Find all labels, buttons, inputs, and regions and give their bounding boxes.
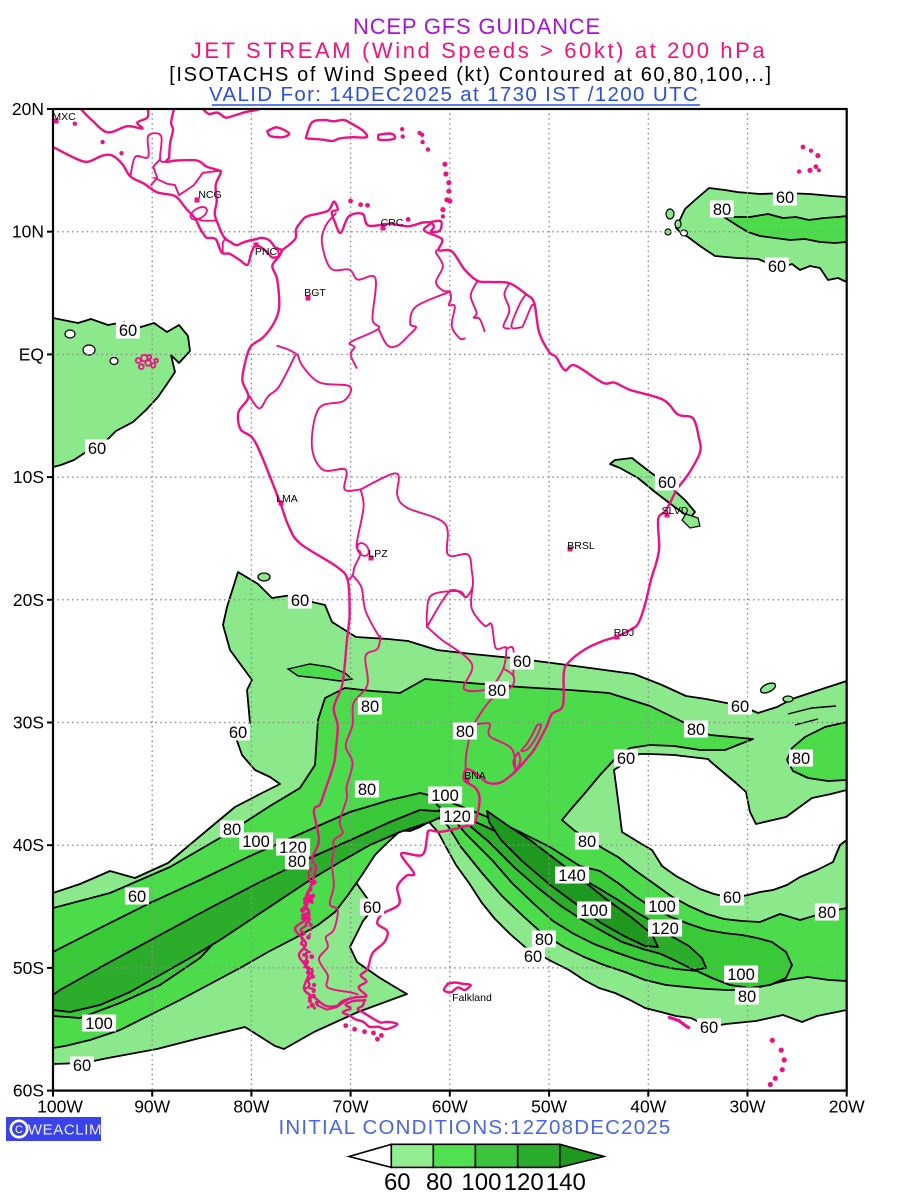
svg-text:80: 80	[535, 931, 553, 949]
svg-text:20W: 20W	[829, 1097, 865, 1117]
svg-text:NCG: NCG	[198, 189, 221, 201]
svg-text:100W: 100W	[37, 1097, 83, 1117]
svg-text:80: 80	[223, 821, 241, 839]
svg-text:100: 100	[727, 966, 755, 984]
svg-text:WEACLIM: WEACLIM	[28, 1122, 102, 1139]
svg-text:80: 80	[361, 698, 379, 716]
svg-text:100: 100	[648, 898, 676, 916]
svg-text:40S: 40S	[13, 835, 44, 855]
svg-text:60: 60	[513, 653, 531, 671]
svg-text:100: 100	[461, 1169, 501, 1196]
svg-text:60: 60	[119, 322, 137, 340]
svg-text:60: 60	[776, 189, 794, 207]
svg-text:100: 100	[85, 1015, 113, 1033]
svg-text:100: 100	[580, 902, 608, 920]
svg-text:80: 80	[488, 682, 506, 700]
svg-text:BGT: BGT	[304, 287, 326, 299]
svg-text:60: 60	[768, 258, 786, 276]
svg-text:LPZ: LPZ	[368, 548, 388, 560]
svg-text:80W: 80W	[233, 1097, 269, 1117]
svg-text:50S: 50S	[13, 958, 44, 978]
svg-text:80: 80	[738, 988, 756, 1006]
svg-text:60W: 60W	[432, 1097, 468, 1117]
svg-text:60: 60	[617, 750, 635, 768]
svg-text:60: 60	[524, 948, 542, 966]
svg-text:Falkland: Falkland	[452, 992, 492, 1004]
svg-text:EQ: EQ	[19, 344, 44, 364]
svg-text:10N: 10N	[12, 222, 44, 242]
svg-text:80: 80	[818, 904, 836, 922]
svg-text:60: 60	[128, 888, 146, 906]
svg-text:120: 120	[443, 808, 471, 826]
svg-text:MXC: MXC	[52, 111, 76, 123]
svg-text:RDJ: RDJ	[614, 627, 634, 639]
svg-text:60: 60	[73, 1057, 91, 1075]
svg-text:60: 60	[700, 1019, 718, 1037]
svg-text:80: 80	[687, 721, 705, 739]
svg-text:BRSL: BRSL	[567, 540, 595, 552]
svg-text:BNA: BNA	[464, 770, 486, 782]
svg-text:VALID For: 14DEC2025 at 1730 I: VALID For: 14DEC2025 at 1730 IST /1200 U…	[209, 83, 699, 106]
svg-text:60: 60	[291, 592, 309, 610]
svg-text:140: 140	[558, 867, 586, 885]
svg-text:60: 60	[731, 698, 749, 716]
svg-text:JET STREAM (Wind Speeds > 60kt: JET STREAM (Wind Speeds > 60kt) at 200 h…	[191, 38, 768, 63]
svg-text:80: 80	[288, 853, 306, 871]
svg-text:LMA: LMA	[276, 493, 298, 505]
svg-text:30S: 30S	[13, 713, 44, 733]
svg-text:80: 80	[578, 833, 596, 851]
svg-text:CRC: CRC	[381, 217, 404, 229]
svg-text:80: 80	[358, 781, 376, 799]
svg-text:60: 60	[723, 889, 741, 907]
svg-text:60: 60	[363, 899, 381, 917]
svg-text:80: 80	[792, 750, 810, 768]
svg-text:140: 140	[546, 1169, 586, 1196]
svg-text:80: 80	[456, 723, 474, 741]
svg-text:[ISOTACHS of Wind Speed (kt) C: [ISOTACHS of Wind Speed (kt) Contoured a…	[169, 64, 772, 86]
svg-text:120: 120	[651, 920, 679, 938]
svg-text:NCEP GFS GUIDANCE: NCEP GFS GUIDANCE	[353, 14, 601, 39]
svg-text:60S: 60S	[13, 1081, 44, 1101]
svg-text:80: 80	[713, 201, 731, 219]
svg-text:C: C	[15, 1124, 23, 1136]
svg-text:50W: 50W	[531, 1097, 567, 1117]
svg-text:120: 120	[504, 1169, 544, 1196]
svg-text:20S: 20S	[13, 590, 44, 610]
svg-text:INITIAL CONDITIONS:12Z08DEC202: INITIAL CONDITIONS:12Z08DEC2025	[278, 1116, 671, 1139]
svg-text:SLVD: SLVD	[662, 505, 689, 517]
svg-text:20N: 20N	[12, 99, 44, 119]
svg-text:30W: 30W	[730, 1097, 766, 1117]
svg-text:70W: 70W	[333, 1097, 369, 1117]
svg-text:PNC: PNC	[255, 246, 278, 258]
svg-text:10S: 10S	[13, 467, 44, 487]
svg-text:80: 80	[426, 1169, 453, 1196]
svg-text:100: 100	[242, 833, 270, 851]
svg-text:90W: 90W	[134, 1097, 170, 1117]
svg-text:40W: 40W	[630, 1097, 666, 1117]
svg-text:60: 60	[229, 724, 247, 742]
svg-text:60: 60	[658, 474, 676, 492]
svg-text:60: 60	[88, 440, 106, 458]
svg-text:60: 60	[384, 1169, 411, 1196]
svg-text:100: 100	[431, 787, 459, 805]
